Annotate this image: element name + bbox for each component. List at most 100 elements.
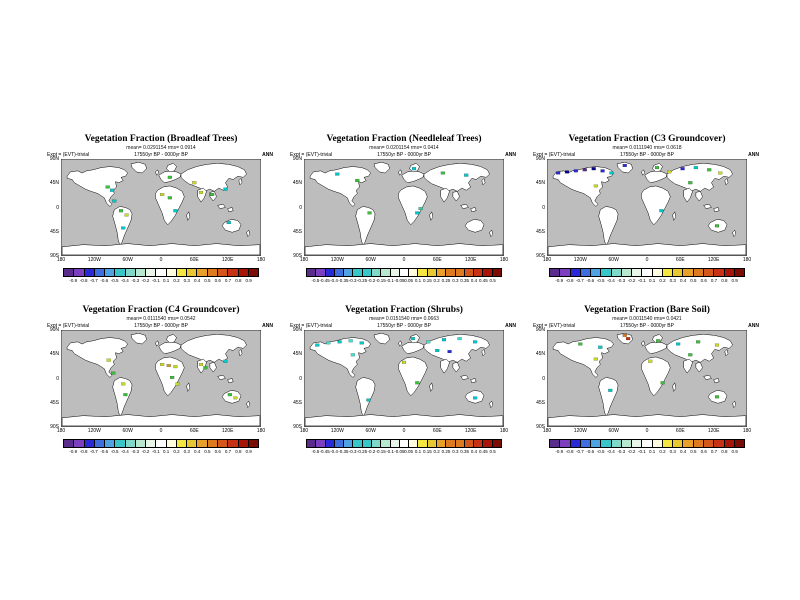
colorbar-segment [455, 440, 465, 447]
anomaly-cell [464, 173, 469, 177]
colorbar-segment [390, 440, 400, 447]
colorbar-segment [464, 440, 475, 447]
lon-tick-label: 60W [365, 428, 376, 434]
anomaly-cell [654, 166, 660, 170]
colorbar-tick-label: 0.5 [690, 278, 697, 283]
colorbar-tick-label: 0.1 [649, 449, 656, 454]
colorbar [549, 268, 745, 277]
colorbar-tick-label: 0.7 [710, 278, 718, 283]
colorbar-tick-label: 0.3 [452, 449, 459, 454]
colorbar-tick-label: 0.4 [193, 449, 201, 454]
anomaly-cell [714, 395, 720, 399]
colorbar-segment [307, 269, 317, 276]
colorbar-segment [601, 440, 612, 447]
experiment-label: Expt = (EVT)-trivial [290, 323, 333, 329]
colorbar-segment [427, 440, 437, 447]
colorbar-segment [591, 440, 602, 447]
colorbar-segment [693, 269, 704, 276]
anomaly-cell [447, 350, 452, 353]
lat-tick-label: 0 [299, 204, 302, 211]
anomaly-cell [714, 343, 720, 347]
colorbar-tick-label: 0.2 [433, 449, 440, 454]
colorbar-segment [344, 269, 354, 276]
colorbar-segment [642, 269, 653, 276]
colorbar-tick-label: -0.3 [131, 449, 140, 454]
colorbar-tick-label: -0.4 [330, 449, 338, 454]
colorbar-tick-label: -0.9 [555, 278, 564, 283]
lon-axis: 180 120W 60W 0 60E 120E 180 [543, 427, 751, 435]
colorbar-segment [734, 269, 745, 276]
lat-tick-label: 90S [50, 424, 59, 430]
anomaly-cell [426, 340, 431, 344]
anomaly-cell [367, 211, 372, 215]
colorbar-tick-label: -0.4 [607, 278, 615, 283]
colorbar-segment [176, 269, 188, 276]
colorbar-segment [228, 440, 239, 447]
colorbar-tick-label: 0.8 [721, 278, 728, 283]
colorbar-tick-label: -0.7 [576, 449, 584, 454]
colorbar-tick-label: 0.1 [414, 278, 422, 283]
anomaly-cell [223, 359, 228, 363]
colorbar-tick-label: -0.5 [110, 449, 119, 454]
colorbar-labels: -0.9 -0.8 -0.7 -0.6 -0.5 -0.4 -0.3 -0.2 -0.1 0.1 0… [63, 277, 259, 285]
map-area: 90N 45N 0 45S 90S [50, 156, 261, 259]
world-map [547, 159, 747, 256]
colorbar-tick-label: 0.05 [404, 449, 414, 454]
colorbar-tick-label: 0.2 [173, 449, 180, 454]
period-label: 17550yr BP - 0000yr BP [377, 323, 431, 329]
colorbar-segment [115, 440, 126, 447]
colorbar-tick-label: 0.2 [659, 449, 666, 454]
lon-tick-label: 60E [675, 428, 685, 434]
colorbar-segment [492, 269, 501, 276]
colorbar-segment [591, 269, 602, 276]
colorbar-tick-label: 0.15 [422, 449, 432, 454]
colorbar-tick-label: 0.1 [414, 449, 422, 454]
colorbar-tick-label: -0.5 [110, 278, 119, 283]
colorbar-segment [399, 440, 410, 447]
colorbar-tick-label: -0.2 [627, 449, 636, 454]
lat-tick-label: 45N [49, 351, 59, 358]
period-label: 17550yr BP - 0000yr BP [377, 152, 431, 158]
colorbar-tick-label: 0.3 [669, 278, 676, 283]
colorbar-tick-label: -0.45 [319, 449, 330, 454]
colorbar-tick-label: -0.15 [375, 278, 386, 283]
anomaly-cell [401, 360, 407, 364]
colorbar-segment [353, 269, 363, 276]
lon-tick-label: 60E [189, 428, 199, 434]
season-label: ANN [262, 152, 273, 158]
experiment-label: Expt = (EVT)-trivial [533, 323, 576, 329]
colorbar-segment [464, 269, 475, 276]
anomaly-cell [175, 382, 180, 386]
anomaly-layer [556, 164, 723, 228]
lon-tick-label: 180 [256, 428, 266, 434]
colorbar-tick-label: -0.15 [375, 449, 386, 454]
lat-tick-label: 90N [49, 156, 59, 162]
colorbar-tick-label: -0.35 [338, 278, 349, 283]
map-area: 90N 45N 0 45S 90S [293, 327, 504, 430]
colorbar-tick-label: 0.6 [700, 449, 707, 454]
lon-tick-label: 180 [256, 257, 266, 263]
lon-tick-label: 120W [573, 257, 587, 263]
anomaly-cell [473, 340, 478, 344]
colorbar-tick-label: -0.6 [100, 278, 109, 283]
colorbar-segment [652, 269, 663, 276]
anomaly-cell [170, 375, 175, 379]
anomaly-cell [173, 365, 178, 369]
lat-tick-label: 45S [293, 228, 302, 235]
colorbar-tick-label: 0.8 [235, 278, 242, 283]
colorbar-tick-label: -0.3 [348, 449, 357, 454]
anomaly-layer [335, 167, 469, 215]
colorbar-segment [724, 269, 735, 276]
colorbar-segment [344, 440, 354, 447]
colorbar-segment [673, 440, 684, 447]
colorbar-tick-label: -0.5 [596, 278, 605, 283]
map-area: 90N 45N 0 45S 90S [50, 327, 261, 430]
colorbar-segment [84, 269, 95, 276]
anomaly-cell [718, 171, 723, 175]
colorbar-segment [146, 269, 157, 276]
colorbar-segment [217, 269, 229, 276]
anomaly-cell [160, 193, 165, 196]
stats-line: mean= 0.0111540 rms= 0.0542 [126, 316, 196, 322]
colorbar-segment [611, 440, 622, 447]
